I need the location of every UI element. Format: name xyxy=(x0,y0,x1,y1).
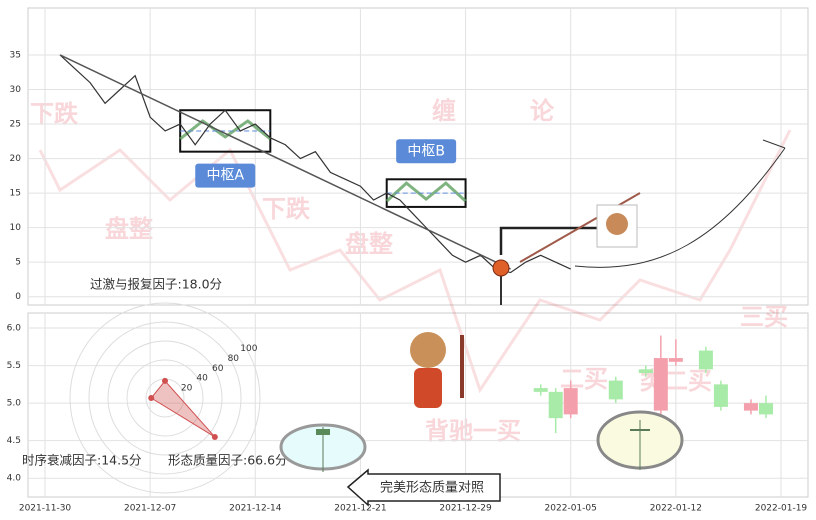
radar-ring xyxy=(126,359,204,437)
signal-marker xyxy=(492,259,510,277)
radar-area xyxy=(150,380,216,438)
watermark: 论 xyxy=(530,97,555,125)
watermark: 下跌 xyxy=(30,100,79,128)
candle-body xyxy=(548,391,563,419)
y-tick-label: 4.5 xyxy=(7,436,21,446)
candle-body xyxy=(653,358,668,411)
x-tick-label: 2021-12-29 xyxy=(439,504,492,514)
y-tick-label: 5 xyxy=(15,258,21,268)
radar-tick-label: 100 xyxy=(240,344,257,354)
price-line xyxy=(59,54,571,274)
x-tick-label: 2022-01-12 xyxy=(650,504,702,514)
x-tick-label: 2021-11-30 xyxy=(19,504,72,514)
y-tick-label: 5.5 xyxy=(7,361,21,371)
radar-ring xyxy=(69,302,261,494)
y-tick-label: 10 xyxy=(10,223,22,233)
watermark: 下跌 xyxy=(262,195,311,223)
radar-tick-label: 80 xyxy=(228,354,240,364)
mascot-head xyxy=(410,332,446,368)
radar-point xyxy=(211,433,218,440)
x-tick-label: 2022-01-05 xyxy=(545,504,597,514)
y-tick-label: 4.0 xyxy=(7,474,22,484)
radar-tick-label: 60 xyxy=(212,364,224,374)
x-tick-label: 2022-01-19 xyxy=(755,504,808,514)
zone-label: 中枢A xyxy=(206,168,244,184)
candle-body xyxy=(698,350,713,370)
radar-tick-label: 20 xyxy=(181,384,193,394)
candle-body xyxy=(668,358,683,362)
x-tick-label: 2021-12-21 xyxy=(334,504,386,514)
y-tick-label: 0 xyxy=(15,292,21,302)
ideal-body xyxy=(316,429,330,435)
x-tick-label: 2021-12-14 xyxy=(229,504,282,514)
zone-tag xyxy=(396,139,457,164)
zone-tag xyxy=(195,163,256,188)
y-tick-label: 20 xyxy=(10,154,22,164)
y-tick-label: 35 xyxy=(10,50,21,60)
mascot-body xyxy=(414,368,442,408)
candle-body xyxy=(713,384,728,407)
radar-ring xyxy=(88,321,242,475)
y-tick-label: 15 xyxy=(10,189,21,199)
x-tick-label: 2021-12-07 xyxy=(124,504,176,514)
y-tick-label: 30 xyxy=(10,85,22,95)
candle-body xyxy=(638,369,653,374)
radar-tick-label: 40 xyxy=(196,374,208,384)
zone-zigzag xyxy=(385,181,467,203)
candle-body xyxy=(563,388,578,415)
zone-zigzag xyxy=(179,119,272,141)
radar-label: 形态质量因子:66.6分 xyxy=(168,453,288,468)
radar-point xyxy=(162,377,168,384)
radar-point xyxy=(148,395,155,401)
icon xyxy=(606,213,628,235)
candle-body xyxy=(533,388,548,392)
radar-label: 过激与报复因子:18.0分 xyxy=(90,277,222,292)
radar-label: 时序衰减因子:14.5分 xyxy=(22,453,142,468)
trend-line xyxy=(59,54,511,270)
zone-label: 中枢B xyxy=(407,143,445,159)
signal-arrow xyxy=(499,226,598,255)
projection-curve xyxy=(574,147,786,268)
watermark: 盘整 xyxy=(105,215,153,243)
watermark-arrows xyxy=(38,129,792,394)
projection-tick xyxy=(762,139,786,149)
y-tick-label: 6.0 xyxy=(7,324,22,334)
y-tick-label: 25 xyxy=(10,120,21,130)
candle-body xyxy=(758,403,773,415)
watermark: 三买 xyxy=(740,303,788,331)
compare-label: 完美形态质量对照 xyxy=(380,481,484,496)
watermark: 缠 xyxy=(432,97,456,125)
watermark: 盘整 xyxy=(345,230,393,258)
y-tick-label: 5.0 xyxy=(7,399,22,409)
candle-body xyxy=(608,380,623,400)
candle-body xyxy=(743,403,758,411)
radar-ring xyxy=(107,340,223,456)
compare-arrow xyxy=(346,468,501,507)
